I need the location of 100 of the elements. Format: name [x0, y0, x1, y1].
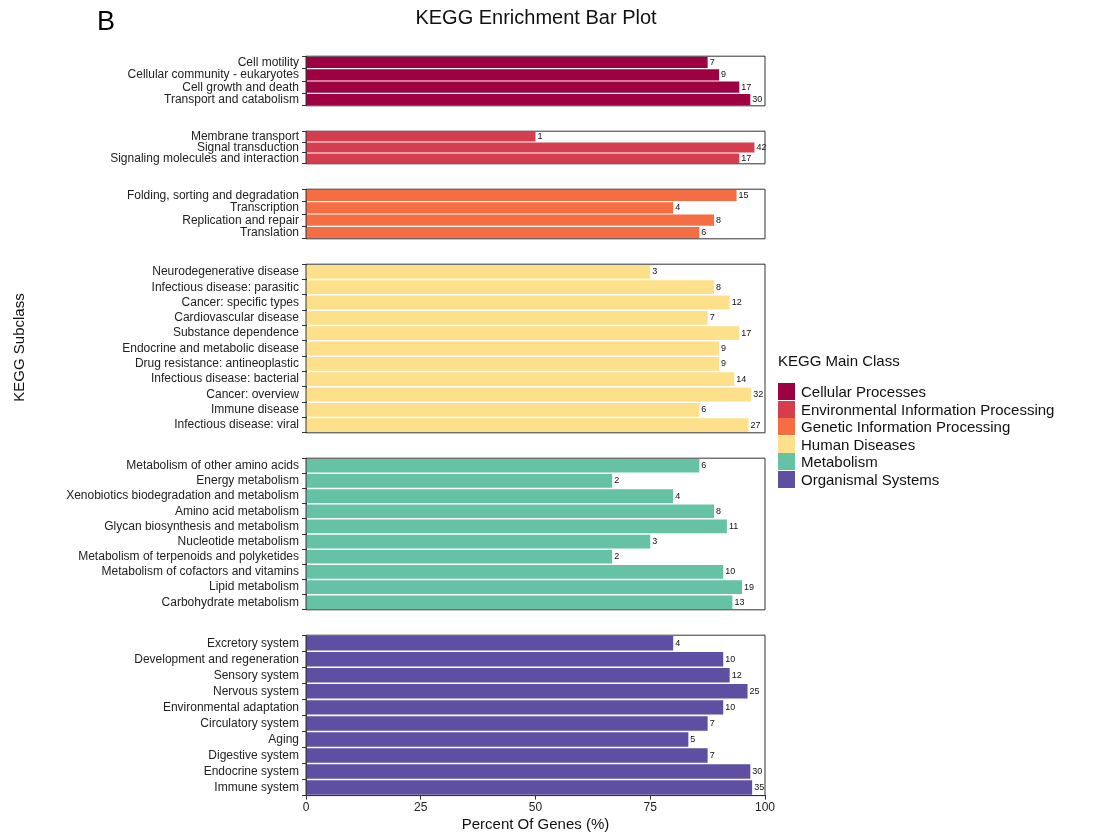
y-tick-label: Nervous system — [212, 683, 299, 698]
annotation: 1 — [537, 131, 543, 142]
y-tick-label: Excretory system — [206, 635, 299, 650]
annotation: 32 — [753, 388, 764, 399]
y-tick-label: Aging — [268, 731, 299, 746]
annotation: 4 — [675, 490, 681, 501]
y-axis-title: KEGG Subclass — [9, 291, 27, 404]
y-tick-label: Energy metabolism — [196, 473, 299, 488]
annotation: 12 — [731, 297, 742, 307]
legend-label: Human Diseases — [801, 435, 916, 453]
x-tick-label: 0 — [302, 800, 310, 815]
annotation: 14 — [736, 373, 747, 384]
y-tick-label: Digestive system — [208, 747, 299, 762]
annotation: 5 — [690, 733, 696, 744]
annotation: 17 — [741, 327, 752, 338]
annotation: 3 — [652, 266, 658, 277]
y-tick-label: Amino acid metabolism — [174, 503, 299, 518]
legend-title: KEGG Main Class — [778, 352, 901, 369]
annotation: 3 — [652, 536, 658, 547]
annotation: 13 — [734, 596, 745, 607]
annotation: 2 — [614, 551, 620, 562]
x-tick-label: 100 — [754, 800, 776, 815]
y-tick-label: Infectious disease: parasitic — [151, 279, 299, 294]
y-tick-label: Cell motility — [237, 54, 299, 69]
annotation: 30 — [752, 94, 763, 105]
annotation: 7 — [709, 56, 715, 67]
annotation: 4 — [675, 637, 681, 648]
bar — [306, 519, 727, 534]
y-tick-label: Glycan biosynthesis and metabolism — [104, 518, 299, 533]
y-tick-label: Immune disease — [210, 402, 300, 417]
y-tick-label: Metabolism of cofactors and vitamins — [101, 564, 299, 579]
y-tick-label: Metabolism of other amino acids — [126, 458, 299, 473]
annotation: 6 — [701, 227, 707, 238]
y-tick-label: Neurodegenerative disease — [152, 264, 300, 279]
annotation: 7 — [709, 312, 715, 323]
bar — [306, 341, 720, 356]
y-tick-label: Infectious disease: viral — [174, 417, 299, 432]
annotation: 12 — [731, 669, 742, 680]
x-tick-label: 50 — [528, 800, 543, 815]
annotation: 19 — [744, 581, 755, 592]
y-tick-label: Drug resistance: antineoplastic — [134, 356, 299, 371]
y-tick-label: Cancer: specific types — [181, 294, 299, 309]
y-tick-label: Immune system — [214, 779, 299, 794]
x-tick-label: 25 — [414, 800, 428, 815]
annotation: 17 — [741, 152, 752, 163]
y-tick-label: Transcription — [230, 200, 299, 215]
y-tick-label: Substance dependence — [172, 325, 300, 340]
annotation: 10 — [725, 653, 736, 664]
y-tick-label: Translation — [240, 224, 299, 239]
annotation: 9 — [721, 69, 727, 80]
annotation: 35 — [754, 782, 765, 793]
annotation: 42 — [756, 141, 767, 152]
bar — [306, 387, 752, 402]
y-tick-label: Nucleotide metabolism — [177, 533, 299, 548]
annotation: 9 — [721, 342, 727, 353]
annotation: 15 — [738, 189, 749, 200]
annotation: 6 — [701, 460, 707, 471]
legend-label: Organismal Systems — [801, 470, 940, 488]
annotation: 2 — [614, 475, 620, 486]
annotation: 4 — [675, 202, 681, 213]
x-tick-label: 75 — [643, 800, 658, 815]
legend-label: Cellular Processes — [801, 383, 927, 401]
y-tick-label: Xenobiotics biodegradation and metabolism — [66, 488, 299, 503]
text: B — [97, 6, 116, 37]
y-tick-label: Cancer: overview — [206, 386, 300, 401]
x-axis-title: Percent Of Genes (%) — [461, 815, 610, 833]
legend-label: Environmental Information Processing — [801, 400, 1055, 418]
annotation: 8 — [716, 281, 722, 292]
annotation: 30 — [752, 766, 763, 777]
annotation: 6 — [701, 404, 707, 415]
y-tick-label: Cell growth and death — [182, 79, 299, 94]
annotation: 7 — [709, 749, 715, 760]
y-tick-label: Replication and repair — [182, 212, 299, 227]
annotation: 10 — [725, 566, 736, 577]
bar — [306, 534, 651, 549]
annotation: 7 — [709, 717, 715, 728]
y-tick-label: Development and regeneration — [134, 651, 299, 666]
bar — [306, 636, 674, 651]
chart-title: KEGG Enrichment Bar Plot — [414, 6, 658, 29]
bar — [306, 652, 724, 667]
legend-label: Genetic Information Processing — [801, 418, 1011, 436]
y-tick-label: Cellular community - eukaryotes — [127, 67, 299, 82]
annotation: 9 — [721, 358, 727, 369]
annotation: 25 — [749, 685, 760, 696]
y-tick-label: Environmental adaptation — [162, 699, 299, 714]
annotation: 10 — [725, 701, 736, 712]
annotation: 17 — [741, 81, 752, 92]
annotation: 8 — [716, 505, 722, 516]
annotation: 11 — [728, 520, 739, 531]
y-tick-label: Sensory system — [213, 667, 299, 682]
y-tick-label: Infectious disease: bacterial — [150, 371, 299, 386]
y-tick-label: Folding, sorting and degradation — [126, 187, 299, 202]
annotation: 27 — [750, 419, 761, 430]
y-tick-label: Carbohydrate metabolism — [161, 594, 299, 609]
y-tick-label: Endocrine system — [203, 763, 299, 778]
annotation: 8 — [716, 214, 722, 225]
y-tick-label: Lipid metabolism — [208, 579, 299, 594]
y-tick-label: Circulatory system — [200, 715, 299, 730]
bar — [306, 295, 730, 310]
y-tick-label: Cardiovascular disease — [174, 310, 300, 325]
